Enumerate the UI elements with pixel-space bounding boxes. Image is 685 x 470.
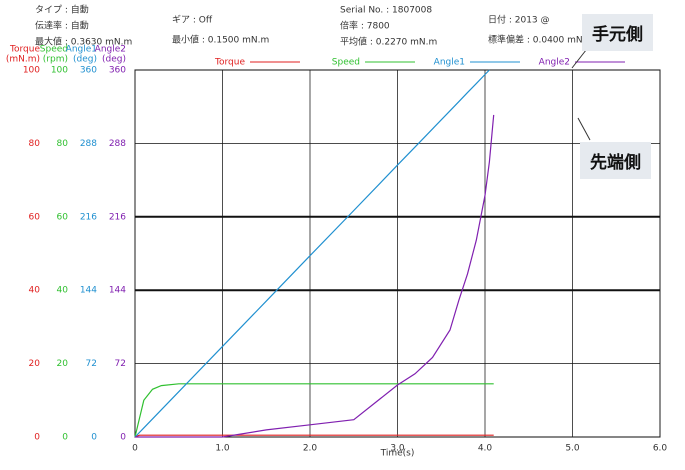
y-tick-label: 80 xyxy=(57,139,69,149)
x-axis-label: Time(s) xyxy=(380,449,415,459)
y-tick-label: 20 xyxy=(29,359,41,369)
legend-label: Angle1 xyxy=(434,58,465,68)
x-tick-label: 0 xyxy=(132,444,138,454)
header-field: 日付 : 2013 @ xyxy=(488,15,550,26)
legend-label: Speed xyxy=(332,58,360,68)
y-tick-label: 40 xyxy=(57,286,69,296)
y-tick-label: 100 xyxy=(23,66,40,76)
y-tick-label: 288 xyxy=(80,139,97,149)
y-tick-label: 60 xyxy=(57,212,69,222)
data-line xyxy=(135,114,495,438)
y-tick-label: 20 xyxy=(57,359,69,369)
y-tick-label: 0 xyxy=(34,433,40,443)
legend-label: Torque xyxy=(214,58,245,68)
y-tick-label: 0 xyxy=(91,433,97,443)
y-tick-label: 0 xyxy=(120,433,126,443)
y-tick-label: 80 xyxy=(29,139,41,149)
header-field: Serial No. : 1807008 xyxy=(340,6,432,16)
callout-pointer xyxy=(577,117,591,141)
axis-title: Angle2 xyxy=(95,45,126,55)
y-tick-label: 60 xyxy=(29,212,41,222)
header-field: 最大値 : 0.3630 mN.m xyxy=(35,36,132,48)
axis-title: Speed xyxy=(40,45,68,55)
callout: 手元側 xyxy=(582,14,653,51)
y-tick-label: 144 xyxy=(109,286,126,296)
x-tick-label: 1.0 xyxy=(215,444,230,454)
data-line xyxy=(134,69,490,438)
y-tick-label: 72 xyxy=(115,359,126,369)
y-tick-label: 144 xyxy=(80,286,97,296)
header-field: 平均値 : 0.2270 mN.m xyxy=(340,36,437,48)
y-tick-label: 40 xyxy=(29,286,41,296)
axis-unit: (rpm) xyxy=(43,55,68,65)
header-field: 伝達率 : 自動 xyxy=(35,20,89,32)
header-field: 最小値 : 0.1500 mN.m xyxy=(172,34,269,46)
x-tick-label: 5.0 xyxy=(565,444,580,454)
y-tick-label: 360 xyxy=(109,66,126,76)
y-tick-label: 216 xyxy=(109,212,126,222)
axis-title: Torque xyxy=(9,45,40,55)
header-field: 倍率 : 7800 xyxy=(340,20,390,32)
x-tick-label: 4.0 xyxy=(478,444,493,454)
axis-title: Angle1 xyxy=(66,45,97,55)
x-tick-label: 2.0 xyxy=(303,444,318,454)
x-tick-label: 3.0 xyxy=(390,444,405,454)
x-tick-label: 6.0 xyxy=(653,444,668,454)
callout: 先端側 xyxy=(580,142,651,179)
y-tick-label: 216 xyxy=(80,212,97,222)
header-field: タイプ : 自動 xyxy=(35,4,89,16)
y-tick-label: 72 xyxy=(86,359,97,369)
y-tick-label: 288 xyxy=(109,139,126,149)
legend-label: Angle2 xyxy=(539,58,570,68)
data-line xyxy=(134,434,494,438)
axis-unit: (deg) xyxy=(102,55,126,65)
header-field: 標準偏差 : 0.0400 mN.m xyxy=(488,34,594,46)
axis-unit: (deg) xyxy=(73,55,97,65)
y-tick-label: 100 xyxy=(51,66,68,76)
y-tick-label: 0 xyxy=(62,433,68,443)
data-line xyxy=(134,383,494,438)
header-field: ギア : Off xyxy=(172,15,213,26)
axis-unit: (mN.m) xyxy=(6,55,40,65)
y-tick-label: 360 xyxy=(80,66,97,76)
